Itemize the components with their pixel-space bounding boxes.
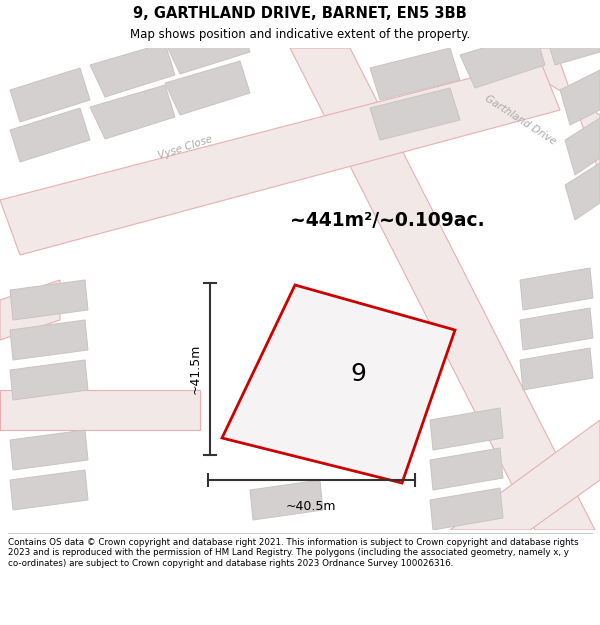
Polygon shape bbox=[10, 320, 88, 360]
Text: Map shows position and indicative extent of the property.: Map shows position and indicative extent… bbox=[130, 28, 470, 41]
Text: ~40.5m: ~40.5m bbox=[286, 500, 336, 513]
Polygon shape bbox=[10, 280, 88, 320]
Polygon shape bbox=[520, 268, 593, 310]
Polygon shape bbox=[520, 348, 593, 390]
Polygon shape bbox=[10, 430, 88, 470]
Polygon shape bbox=[290, 48, 595, 530]
Polygon shape bbox=[90, 43, 175, 97]
Polygon shape bbox=[250, 480, 323, 520]
Polygon shape bbox=[0, 280, 60, 340]
Text: Vyse Close: Vyse Close bbox=[157, 134, 214, 161]
Text: Garthland Drive: Garthland Drive bbox=[482, 93, 557, 147]
Polygon shape bbox=[490, 48, 600, 175]
Polygon shape bbox=[430, 408, 503, 450]
Polygon shape bbox=[222, 285, 455, 483]
Polygon shape bbox=[565, 163, 600, 220]
Polygon shape bbox=[430, 488, 503, 530]
Text: Garthland Drive: Garthland Drive bbox=[283, 353, 337, 427]
Polygon shape bbox=[0, 60, 560, 255]
Polygon shape bbox=[165, 61, 250, 115]
Polygon shape bbox=[0, 390, 200, 430]
Polygon shape bbox=[90, 85, 175, 139]
Polygon shape bbox=[560, 70, 600, 125]
Text: ~41.5m: ~41.5m bbox=[188, 344, 202, 394]
Text: Contains OS data © Crown copyright and database right 2021. This information is : Contains OS data © Crown copyright and d… bbox=[8, 538, 578, 568]
Polygon shape bbox=[165, 20, 250, 74]
Polygon shape bbox=[10, 360, 88, 400]
Text: 9, GARTHLAND DRIVE, BARNET, EN5 3BB: 9, GARTHLAND DRIVE, BARNET, EN5 3BB bbox=[133, 6, 467, 21]
Polygon shape bbox=[370, 48, 460, 100]
Polygon shape bbox=[520, 308, 593, 350]
Text: ~441m²/~0.109ac.: ~441m²/~0.109ac. bbox=[290, 211, 485, 229]
Polygon shape bbox=[460, 32, 545, 88]
Polygon shape bbox=[370, 88, 460, 140]
Polygon shape bbox=[10, 68, 90, 122]
Polygon shape bbox=[430, 448, 503, 490]
Text: 9: 9 bbox=[350, 362, 367, 386]
Polygon shape bbox=[450, 420, 600, 530]
Polygon shape bbox=[545, 18, 600, 65]
Polygon shape bbox=[10, 470, 88, 510]
Polygon shape bbox=[10, 108, 90, 162]
Polygon shape bbox=[565, 118, 600, 175]
